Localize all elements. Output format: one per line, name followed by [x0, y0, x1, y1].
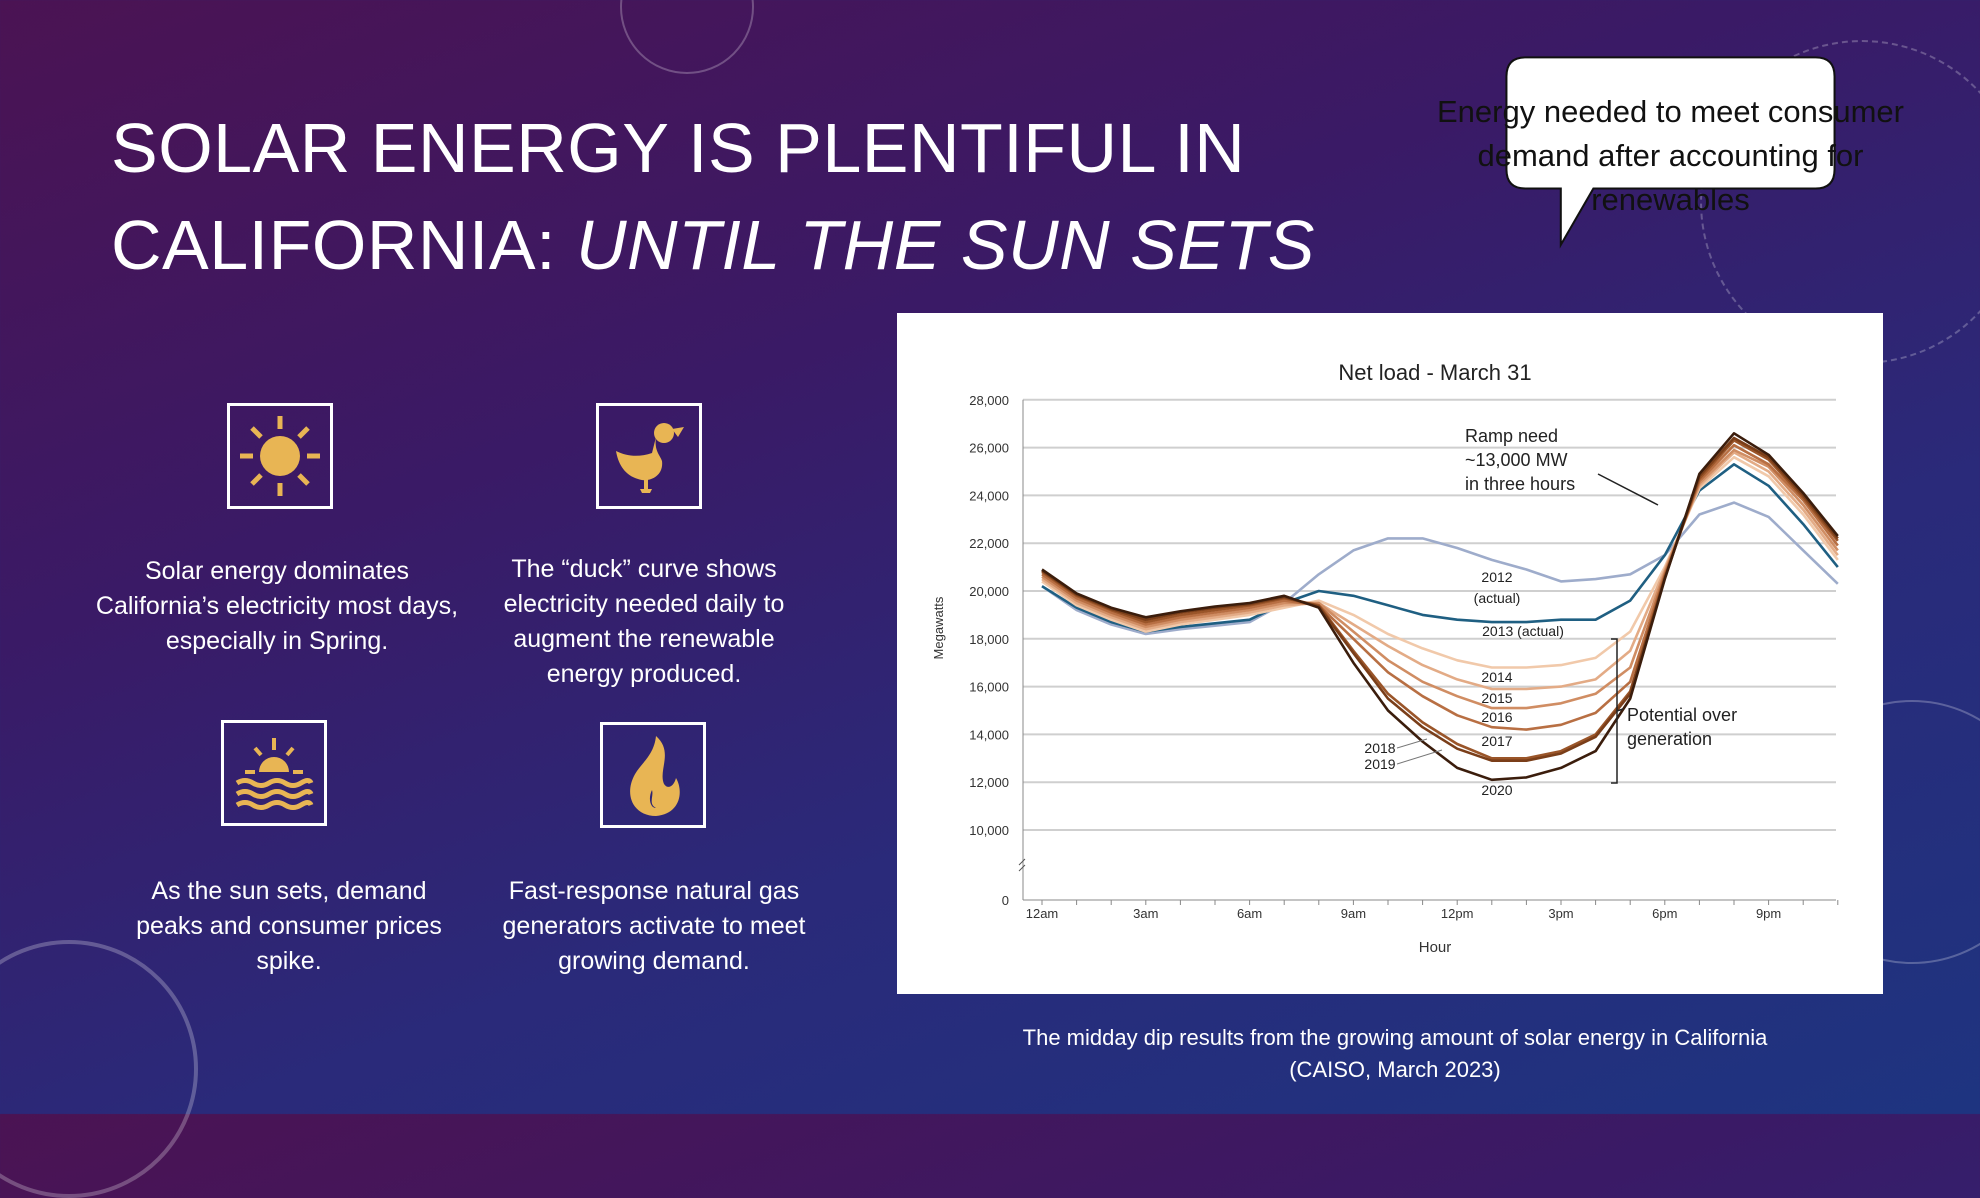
label-2017: 2017 — [1481, 733, 1512, 749]
flame-icon — [600, 722, 706, 828]
callout-text: Energy needed to meet consumer demand af… — [1437, 94, 1904, 217]
title-line-1: SOLAR ENERGY IS PLENTIFUL IN — [111, 109, 1246, 187]
x-tick-label: 9am — [1341, 906, 1366, 921]
series-line-2016 — [1041, 448, 1839, 710]
x-axis-label: Hour — [1419, 939, 1452, 956]
label-2019: 2019 — [1364, 756, 1395, 772]
item-text-duck: The “duck” curve shows electricity neede… — [503, 555, 785, 688]
x-tick-label: 3am — [1133, 906, 1158, 921]
overgen-annotation-1: Potential over — [1627, 705, 1737, 725]
label-2013: 2013 (actual) — [1482, 623, 1564, 639]
label-2019-leader — [1396, 749, 1443, 765]
item-text-sunset: As the sun sets, demand peaks and consum… — [136, 877, 442, 975]
ramp-annotation-1: Ramp need — [1465, 426, 1558, 446]
label-2012-actual: (actual) — [1474, 590, 1521, 606]
y-tick-label: 20,000 — [969, 584, 1009, 599]
x-tick-label: 6pm — [1652, 906, 1677, 921]
chart-title: Net load - March 31 — [1338, 360, 1531, 385]
x-tick-label: 6am — [1237, 906, 1262, 921]
overgen-annotation-2: generation — [1627, 729, 1712, 749]
label-2018-leader — [1396, 738, 1428, 749]
speech-bubble — [1505, 56, 1836, 249]
axis-break-icon — [1018, 858, 1026, 872]
y-tick-label: 12,000 — [969, 775, 1009, 790]
y-tick-label: 18,000 — [969, 632, 1009, 647]
x-tick-label: 12pm — [1441, 906, 1474, 921]
ramp-annotation-3: in three hours — [1465, 474, 1575, 494]
series-line-2019 — [1041, 436, 1839, 762]
x-tick-label: 3pm — [1548, 906, 1573, 921]
series-line-2014 — [1041, 455, 1839, 669]
item-text-solar: Solar energy dominates California’s elec… — [95, 557, 459, 655]
y-tick-label: 14,000 — [969, 727, 1009, 742]
y-tick-label: 28,000 — [969, 393, 1009, 408]
series-line-2017 — [1041, 443, 1839, 731]
caption-line-2: (CAISO, March 2023) — [1289, 1057, 1501, 1082]
chart-caption: The midday dip results from the growing … — [915, 1022, 1875, 1086]
series-line-2015 — [1041, 451, 1839, 691]
y-tick-label: 0 — [1002, 893, 1009, 908]
label-2015: 2015 — [1481, 690, 1512, 706]
x-tick-label: 9pm — [1756, 906, 1781, 921]
title-italic: UNTIL THE SUN SETS — [575, 206, 1315, 284]
sun-icon — [227, 403, 333, 509]
decorative-arc — [620, 0, 754, 74]
y-tick-label: 26,000 — [969, 441, 1009, 456]
title-plain: CALIFORNIA: — [111, 206, 576, 284]
title-line-2: CALIFORNIA: UNTIL THE SUN SETS — [111, 197, 1315, 294]
label-2020: 2020 — [1481, 782, 1512, 798]
duck-icon — [596, 403, 702, 509]
overgen-bracket — [1611, 638, 1624, 784]
y-tick-label: 24,000 — [969, 488, 1009, 503]
y-tick-label: 10,000 — [969, 823, 1009, 838]
label-2014: 2014 — [1481, 669, 1512, 685]
series-line-2020 — [1041, 432, 1839, 782]
net-load-chart: Net load - March 31 28,000 26,000 24,000 22… — [897, 313, 1883, 994]
chart-svg: Net load - March 31 28,000 26,000 24,000 22… — [931, 360, 1839, 956]
series-line-2018 — [1041, 439, 1839, 760]
label-2012: 2012 — [1481, 569, 1512, 585]
caption-line-1: The midday dip results from the growing … — [1022, 1025, 1768, 1050]
x-tick-label: 12am — [1026, 906, 1059, 921]
series-line-2013 — [1041, 463, 1839, 633]
label-2018: 2018 — [1364, 740, 1395, 756]
label-2016: 2016 — [1481, 709, 1512, 725]
series-line-2012 — [1041, 501, 1839, 636]
ramp-annotation-2: ~13,000 MW — [1465, 450, 1568, 470]
y-tick-label: 22,000 — [969, 536, 1009, 551]
y-tick-label: 16,000 — [969, 680, 1009, 695]
item-text-gas: Fast-response natural gas generators act… — [502, 877, 806, 975]
ramp-leader-line — [1597, 473, 1659, 506]
sunset-icon — [221, 720, 327, 826]
y-axis-label: Megawatts — [931, 596, 946, 659]
slide-title: SOLAR ENERGY IS PLENTIFUL IN CALIFORNIA:… — [111, 100, 1315, 294]
